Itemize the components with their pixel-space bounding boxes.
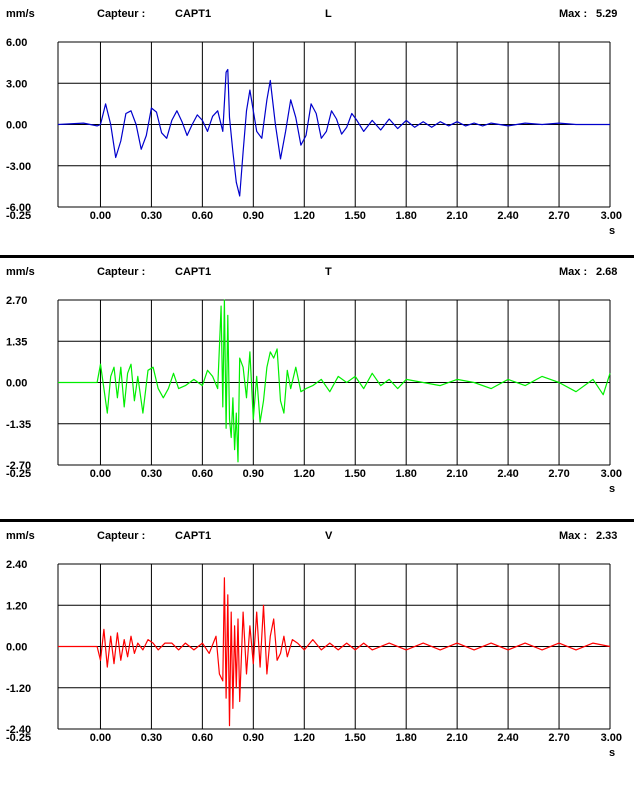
y-tick-label: -2.70 [6, 460, 31, 472]
x-tick-label: 1.50 [345, 732, 366, 744]
max-value: 2.68 [596, 266, 617, 278]
x-tick-label: 1.20 [294, 468, 315, 480]
x-tick-label: 0.00 [90, 468, 111, 480]
x-tick-label: 0.30 [141, 468, 162, 480]
unit-label: mm/s [6, 8, 35, 20]
x-unit-label: s [609, 747, 615, 759]
max-value: 2.33 [596, 530, 617, 542]
x-unit-label: s [609, 225, 615, 237]
x-tick-label: 1.80 [395, 468, 416, 480]
x-tick-label: 2.10 [446, 732, 467, 744]
x-tick-label: 0.00 [90, 210, 111, 222]
sensor-label: Capteur : [97, 266, 145, 278]
y-tick-label: 3.00 [6, 78, 27, 90]
y-tick-label: -2.40 [6, 724, 31, 736]
grid [57, 299, 611, 466]
y-tick-label: 0.00 [6, 120, 27, 132]
x-tick-label: 0.00 [90, 732, 111, 744]
sensor-name: CAPT1 [175, 530, 211, 542]
axis-name: V [325, 530, 333, 542]
x-tick-label: 1.20 [294, 210, 315, 222]
sensor-label: Capteur : [97, 8, 145, 20]
x-tick-label: 0.60 [192, 468, 213, 480]
x-unit-label: s [609, 483, 615, 495]
x-tick-label: 2.10 [446, 468, 467, 480]
x-tick-label: 2.70 [548, 468, 569, 480]
y-tick-label: 6.00 [6, 37, 27, 49]
y-tick-label: 2.70 [6, 295, 27, 307]
panel-separator [0, 519, 634, 522]
x-tick-label: 0.90 [243, 210, 264, 222]
sensor-name: CAPT1 [175, 8, 211, 20]
y-tick-label: -1.20 [6, 683, 31, 695]
x-tick-label: 0.60 [192, 732, 213, 744]
series-line-v [58, 577, 611, 727]
x-tick-label: 2.40 [497, 210, 518, 222]
x-tick-label: 1.50 [345, 468, 366, 480]
y-tick-label: 1.35 [6, 336, 27, 348]
x-tick-label: 1.80 [395, 210, 416, 222]
x-tick-label: 1.80 [395, 732, 416, 744]
x-tick-label: 2.10 [446, 210, 467, 222]
max-label: Max : [559, 530, 587, 542]
axis-name: L [325, 8, 332, 20]
chart-panel-v: mm/s Capteur : CAPT1 V Max : 2.33 2.40 1.20 0.00… [6, 530, 622, 759]
unit-label: mm/s [6, 530, 35, 542]
y-tick-label: 0.00 [6, 642, 27, 654]
x-tick-label: 0.30 [141, 210, 162, 222]
y-tick-label: 0.00 [6, 378, 27, 390]
y-tick-label: -3.00 [6, 161, 31, 173]
x-tick-label: 2.40 [497, 732, 518, 744]
grid [57, 41, 611, 208]
unit-label: mm/s [6, 266, 35, 278]
max-label: Max : [559, 266, 587, 278]
x-tick-label: 2.70 [548, 210, 569, 222]
axis-name: T [325, 266, 332, 278]
sensor-name: CAPT1 [175, 266, 211, 278]
x-tick-label: -0.25 [6, 210, 31, 222]
chart-panel-l: mm/s Capteur : CAPT1 L Max : 5.29 6.00 3.00 0.00… [6, 8, 622, 237]
sensor-label: Capteur : [97, 530, 145, 542]
x-tick-label: -0.25 [6, 468, 31, 480]
x-tick-label: 3.00 [601, 732, 622, 744]
series-line-l [57, 68, 610, 197]
x-tick-label: 1.20 [294, 732, 315, 744]
y-tick-label: -1.35 [6, 419, 31, 431]
series-line-t [58, 299, 611, 463]
max-value: 5.29 [596, 8, 617, 20]
x-tick-label: 3.00 [601, 468, 622, 480]
x-tick-label: 0.90 [243, 468, 264, 480]
max-label: Max : [559, 8, 587, 20]
x-tick-label: 1.50 [345, 210, 366, 222]
chart-panel-t: mm/s Capteur : CAPT1 T Max : 2.68 2.70 1.35 0.00… [6, 266, 622, 495]
x-tick-label: 0.60 [192, 210, 213, 222]
x-tick-label: 0.30 [141, 732, 162, 744]
x-tick-label: 3.00 [601, 210, 622, 222]
x-tick-label: -0.25 [6, 732, 31, 744]
x-tick-label: 2.70 [548, 732, 569, 744]
panel-separator [0, 255, 634, 258]
y-tick-label: 1.20 [6, 600, 27, 612]
x-tick-label: 2.40 [497, 468, 518, 480]
y-tick-label: 2.40 [6, 559, 27, 571]
x-tick-label: 0.90 [243, 732, 264, 744]
y-tick-label: -6.00 [6, 202, 31, 214]
